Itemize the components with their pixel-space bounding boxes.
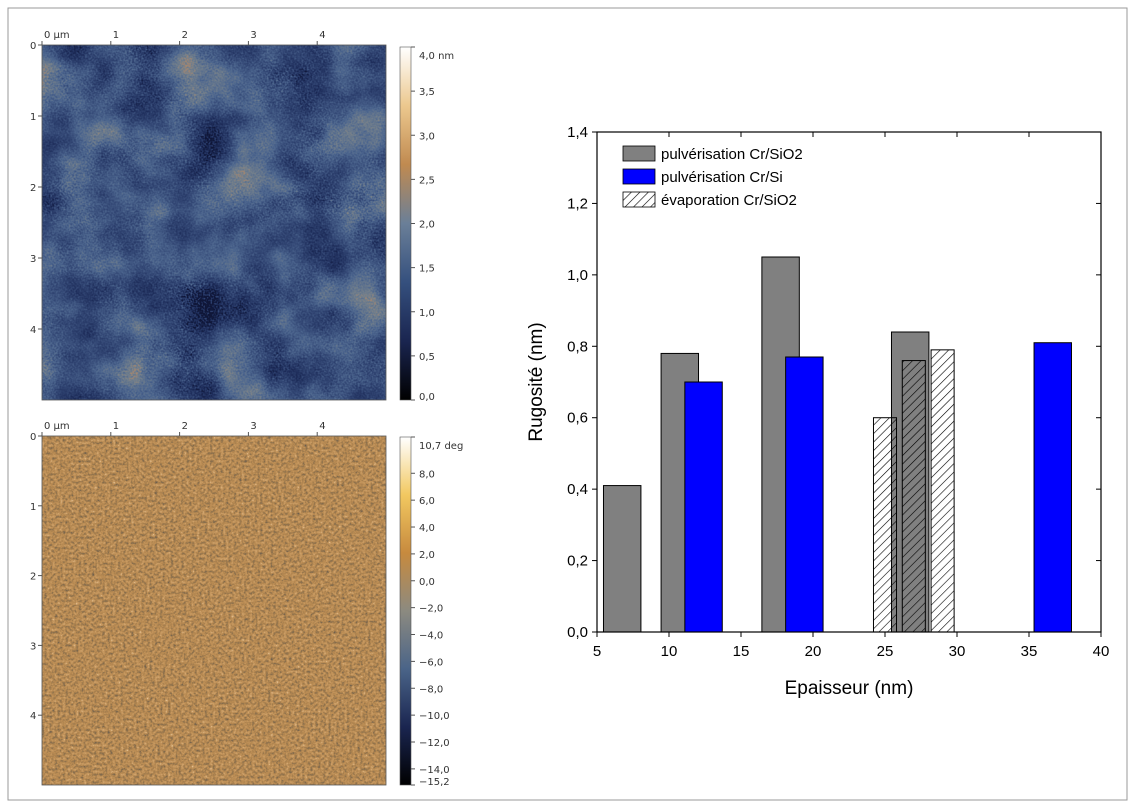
colorbar-label: 2,0 [419,550,435,561]
afm-image [42,45,386,400]
x-tick-label: 0 µm [44,30,70,41]
colorbar-label: −10,0 [419,711,450,722]
bar [785,356,824,633]
legend-swatch [622,191,656,208]
image-border [41,44,387,401]
x-axis-title: Epaisseur (nm) [785,678,914,699]
y-tick-label: 1,0 [567,267,588,284]
y-tick-label: 0,4 [567,481,588,498]
colorbar-label: 0,0 [419,392,435,403]
y-tick-label: 4 [30,711,36,722]
x-tick-label: 2 [182,421,188,432]
x-tick-label: 10 [661,643,678,660]
x-tick-label: 20 [805,643,822,660]
x-tick-label: 4 [319,421,325,432]
colorbar-label: 4,0 [419,523,435,534]
x-tick-label: 5 [593,643,601,660]
colorbar [399,46,412,401]
x-tick-label: 1 [113,30,119,41]
colorbar-label: 1,0 [419,308,435,319]
legend-label: pulvérisation Cr/SiO2 [661,146,803,163]
bar [684,381,723,633]
x-tick-label: 25 [877,643,894,660]
x-tick-label: 15 [733,643,750,660]
y-tick-label: 3 [30,254,36,265]
colorbar-label: 1,5 [419,264,435,275]
x-tick-label: 1 [113,421,119,432]
y-tick-label: 1 [30,112,36,123]
bar [872,417,898,633]
y-axis-title: Rugosité (nm) [526,322,547,441]
x-tick-label: 0 µm [44,421,70,432]
x-tick-label: 40 [1093,643,1110,660]
bar [1033,342,1072,633]
y-tick-label: 0 [30,432,36,443]
colorbar-label: −15,2 [419,777,450,788]
colorbar [399,436,412,786]
y-tick-label: 4 [30,325,36,336]
legend-label: pulvérisation Cr/Si [661,169,783,186]
colorbar-label: 8,0 [419,469,435,480]
colorbar-label: −4,0 [419,631,443,642]
y-tick-label: 2 [30,572,36,583]
y-tick-label: 0,2 [567,553,588,570]
bar [602,485,642,633]
legend-swatch [622,145,656,162]
x-tick-label: 4 [319,30,325,41]
plot-frame [596,131,1102,633]
afm-panels: 0 µm 1 2 3 4 0 1 2 3 4 4,0 nm 3,5 3,0 2,5 2,0 1,5 1,0 0,5… [30,30,463,788]
x-tick-label: 3 [250,421,256,432]
colorbar-label: 0,0 [419,577,435,588]
colorbar-label: −14,0 [419,765,450,776]
y-tick-label: 0,0 [567,624,588,641]
y-tick-label: 1,2 [567,195,588,212]
colorbar-label: 3,0 [419,131,435,142]
x-tick-label: 3 [250,30,256,41]
y-tick-label: 3 [30,641,36,652]
legend-swatch [622,168,656,185]
colorbar-label: 10,7 deg [419,441,463,452]
bar-chart: 5 10 15 20 25 30 35 40 0,0 0,2 0,4 0,6 0,8 1,0 1,2 1,4 E… [526,124,1109,699]
afm-image [42,436,386,785]
colorbar-label: −6,0 [419,657,443,668]
colorbar-label: 2,0 [419,220,435,231]
y-tick-label: 0 [30,41,36,52]
y-tick-label: 0,8 [567,338,588,355]
colorbar-label: 2,5 [419,175,435,186]
colorbar-label: 3,5 [419,87,435,98]
legend-label: évaporation Cr/SiO2 [661,192,797,209]
y-tick-label: 2 [30,183,36,194]
bar [930,349,955,633]
frame [7,7,1128,801]
colorbar-label: −2,0 [419,604,443,615]
colorbar-label: 0,5 [419,352,435,363]
colorbar-label: 4,0 nm [419,51,454,62]
y-tick-label: 1,4 [567,124,588,141]
colorbar-label: −8,0 [419,684,443,695]
bar [901,360,926,633]
x-tick-label: 30 [949,643,966,660]
y-tick-label: 1 [30,502,36,513]
x-tick-label: 35 [1021,643,1038,660]
x-tick-label: 2 [182,30,188,41]
colorbar-label: 6,0 [419,496,435,507]
image-border [41,435,387,786]
y-tick-label: 0,6 [567,410,588,427]
colorbar-label: −12,0 [419,738,450,749]
